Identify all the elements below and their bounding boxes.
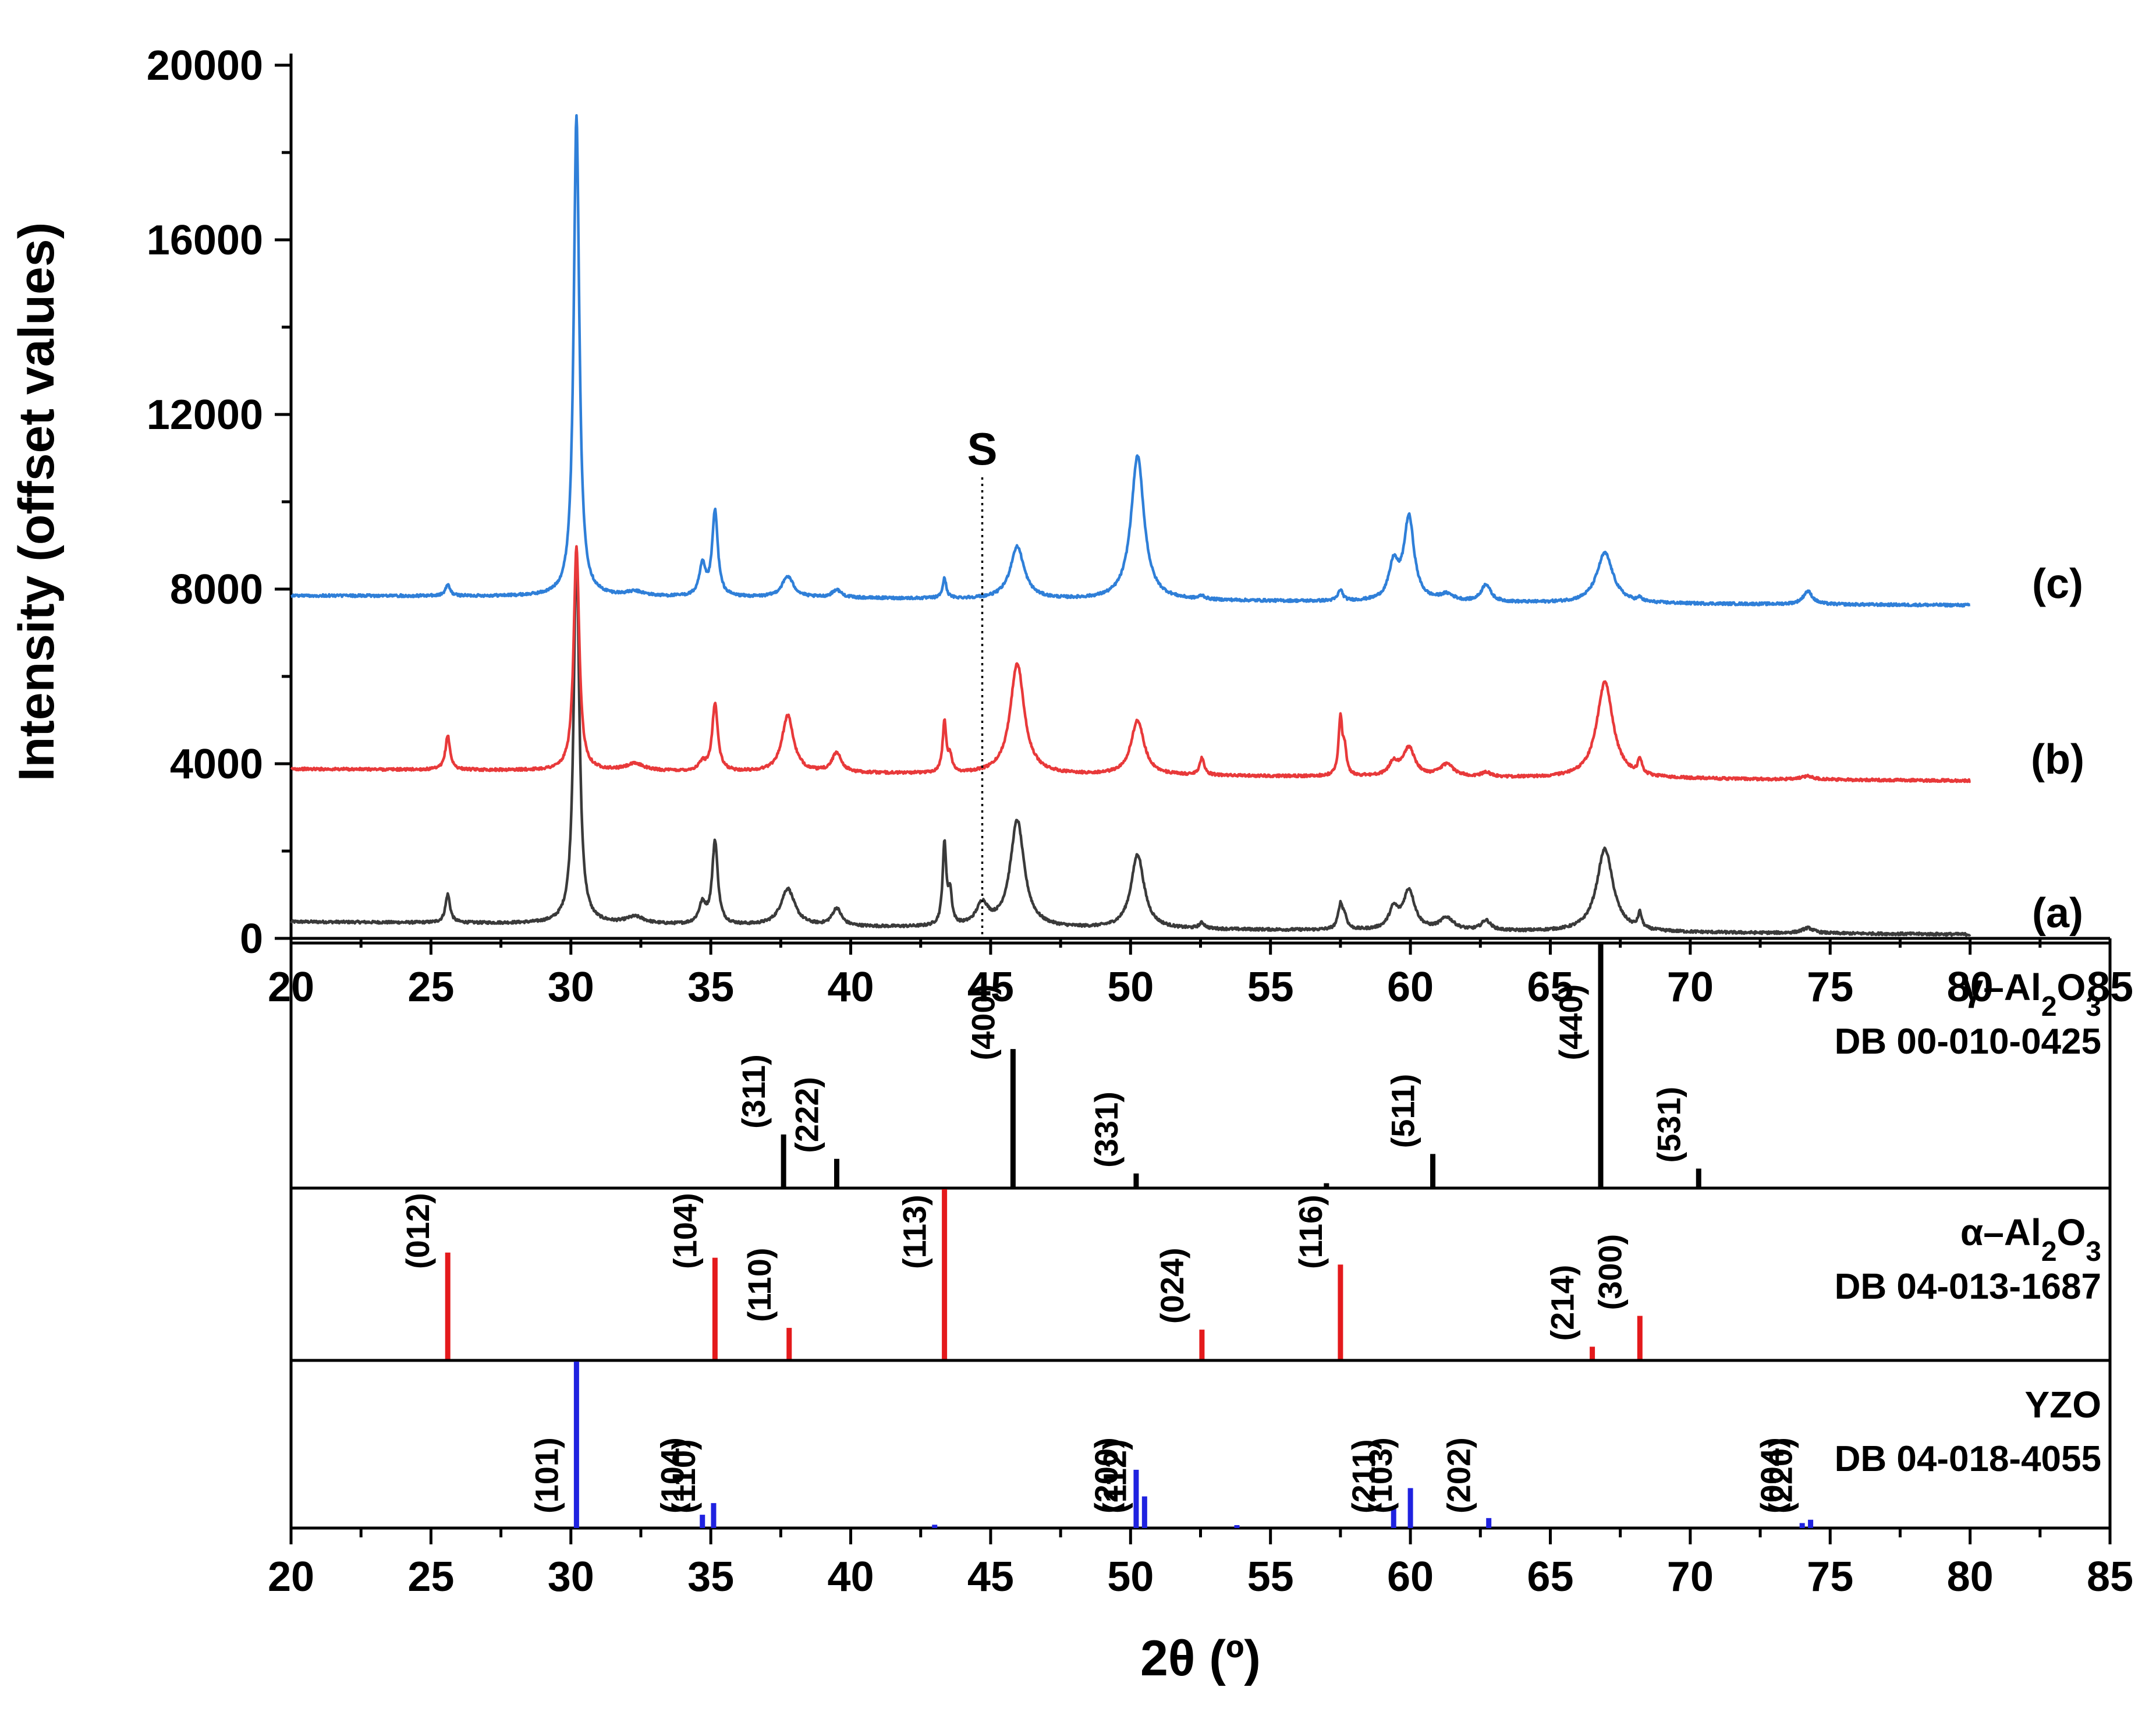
hkl-label: (311) [735, 1054, 772, 1129]
bottom-x-tick-label: 40 [827, 1554, 874, 1600]
hkl-label: (103) [1362, 1437, 1399, 1513]
hkl-label: (104) [654, 1437, 691, 1513]
top-x-tick-label: 40 [827, 964, 874, 1011]
bottom-x-tick-label: 20 [268, 1554, 314, 1600]
trace-label: (a) [2032, 890, 2083, 937]
hkl-label: (012) [399, 1193, 436, 1269]
top-x-tick-label: 25 [407, 964, 454, 1011]
bottom-x-tick-label: 65 [1527, 1554, 1573, 1600]
figure-labels: (a) (b) (c) S 2θ (º) Intensity (offset values… [9, 222, 2084, 1686]
bottom-x-tick-label: 45 [967, 1554, 1014, 1600]
hkl-label: (400) [964, 984, 1001, 1061]
bottom-x-tick-label: 85 [2087, 1554, 2133, 1600]
y-tick-label: 20000 [147, 42, 263, 89]
bottom-x-tick-label: 75 [1807, 1554, 1853, 1600]
reference-name: YZO [2024, 1384, 2101, 1426]
top-x-tick-label: 50 [1107, 964, 1154, 1011]
hkl-label: (531) [1650, 1087, 1687, 1163]
top-x-tick-label: 80 [1947, 964, 1994, 1011]
y-tick-label: 0 [240, 916, 263, 962]
hkl-label: (110) [741, 1247, 778, 1322]
x-axis-title: 2θ (º) [1140, 1631, 1261, 1686]
hkl-label: (202) [1441, 1437, 1477, 1513]
xrd-traces [290, 114, 1971, 937]
hkl-label: (211) [1345, 1439, 1382, 1513]
trace-c [290, 114, 1971, 608]
reference-db: DB 04-018-4055 [1835, 1439, 2101, 1479]
top-x-tick-label: 55 [1247, 964, 1294, 1011]
hkl-label: (101) [528, 1437, 565, 1513]
hkl-label: (214) [1544, 1265, 1581, 1341]
top-x-tick-label: 70 [1667, 964, 1714, 1011]
trace-label: (b) [2031, 736, 2084, 783]
hkl-label: (024) [1154, 1247, 1190, 1324]
y-tick-label: 8000 [170, 566, 263, 613]
y-tick-label: 12000 [147, 392, 263, 438]
y-axis-title: Intensity (offset values) [9, 222, 65, 782]
trace-a [290, 547, 1971, 937]
hkl-label: (511) [1385, 1074, 1421, 1149]
hkl-label: (113) [896, 1194, 933, 1269]
top-x-tick-label: 75 [1807, 964, 1853, 1011]
trace-b [290, 545, 1971, 784]
hkl-label: (110) [665, 1439, 702, 1513]
y-tick-label: 16000 [147, 217, 263, 264]
top-x-tick-label: 35 [687, 964, 734, 1011]
reference-panel: (101) (104)(110) (200)(112) (211)(103) (202)… [289, 1359, 2112, 1530]
trace-label: (c) [2032, 561, 2083, 607]
bottom-x-tick-label: 25 [407, 1554, 454, 1600]
bottom-x-tick-label: 55 [1247, 1554, 1294, 1600]
hkl-label: (112) [1096, 1439, 1133, 1513]
bottom-x-tick-label: 80 [1947, 1554, 1994, 1600]
hkl-label: (331) [1088, 1091, 1125, 1168]
marker-label: S [967, 423, 997, 474]
bottom-x-tick-label: 35 [687, 1554, 734, 1600]
top-x-tick-label: 30 [548, 964, 594, 1011]
reference-panel: (012) (104) (110) (113) (024) (116) (214) (300)… [289, 1186, 2112, 1362]
hkl-label: (222) [789, 1077, 825, 1153]
hkl-label: (104) [666, 1193, 703, 1269]
reference-db: DB 04-013-1687 [1835, 1267, 2101, 1307]
top-x-tick-label: 60 [1387, 964, 1434, 1011]
bottom-x-tick-label: 50 [1107, 1554, 1154, 1600]
bottom-plot-axes: 20 25 30 35 40 45 50 55 60 65 70 75 80 85 [268, 1528, 2133, 1600]
hkl-label: (004) [1754, 1437, 1790, 1513]
reference-name: α–Al2O3 [1960, 1211, 2101, 1267]
hkl-label: (300) [1591, 1234, 1628, 1310]
reference-name: γ–Al2O3 [1963, 966, 2101, 1022]
bottom-x-tick-label: 70 [1667, 1554, 1714, 1600]
reference-pattern-panels: (311) (222) (400) (331) (511) (440) (531) γ–Al2… [289, 941, 2112, 1530]
y-tick-label: 4000 [170, 741, 263, 788]
bottom-x-tick-label: 30 [548, 1554, 594, 1600]
hkl-label: (220) [1763, 1437, 1799, 1513]
hkl-label: (440) [1552, 984, 1589, 1061]
hkl-label: (200) [1088, 1437, 1125, 1513]
reference-db: DB 00-010-0425 [1835, 1022, 2101, 1062]
top-x-tick-label: 65 [1527, 964, 1573, 1011]
hkl-label: (116) [1292, 1194, 1329, 1269]
bottom-x-tick-label: 60 [1387, 1554, 1434, 1600]
reference-panel: (311) (222) (400) (331) (511) (440) (531) γ–Al2… [289, 941, 2112, 1190]
top-x-tick-label: 45 [967, 964, 1014, 1011]
